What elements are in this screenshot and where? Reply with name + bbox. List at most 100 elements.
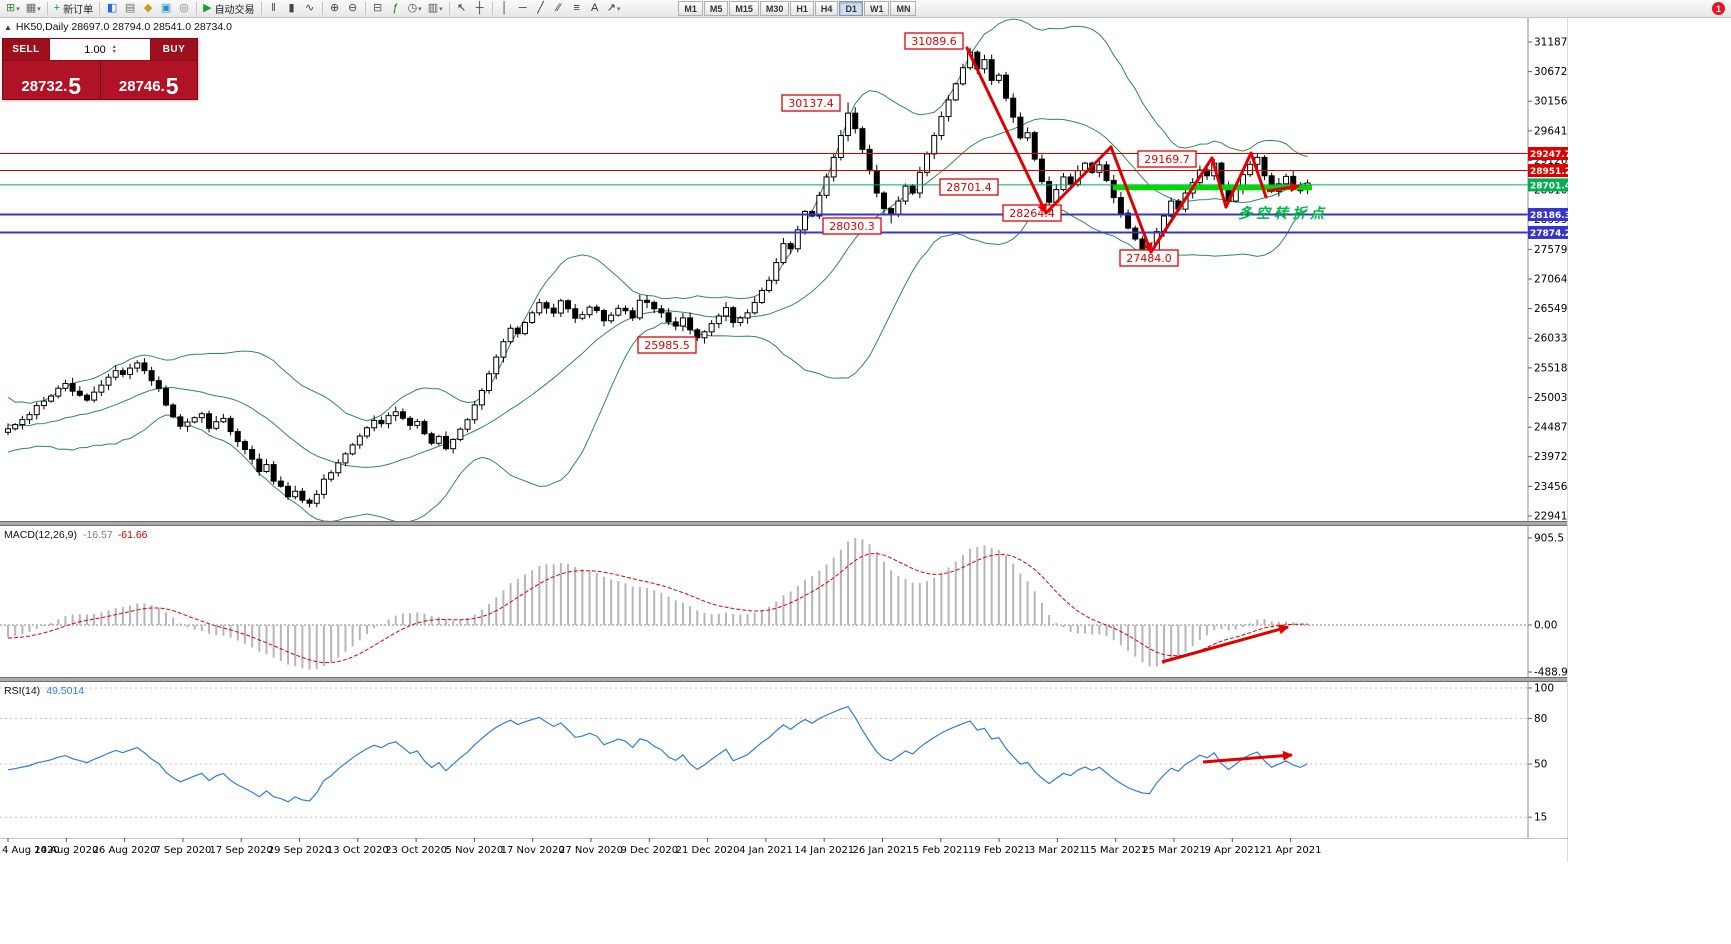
svg-text:3 Mar 2021: 3 Mar 2021: [1029, 845, 1086, 856]
fibonacci-button[interactable]: ≡: [568, 1, 586, 17]
zoom-out-icon: ⊖: [347, 2, 358, 14]
crosshair-button[interactable]: ┼: [471, 1, 489, 17]
notification-badge[interactable]: 1: [1712, 2, 1725, 15]
timeframe-w1-button[interactable]: W1: [863, 1, 890, 16]
indicators-button[interactable]: ƒ: [387, 1, 405, 17]
strategy-tester-button[interactable]: ◎: [175, 1, 193, 17]
svg-text:27064.5: 27064.5: [1534, 274, 1568, 286]
text-icon: A: [590, 2, 599, 14]
volume-spinner[interactable]: ▴ ▾: [112, 44, 116, 55]
fibonacci-icon: ≡: [573, 2, 580, 14]
new-order-icon: +: [53, 2, 61, 14]
svg-text:14 Aug 2020: 14 Aug 2020: [34, 845, 98, 856]
svg-text:4 Aug 2020: 4 Aug 2020: [2, 845, 60, 856]
channel-icon: ∕∕: [556, 2, 561, 14]
timeframe-m1-button[interactable]: M1: [678, 1, 703, 16]
svg-text:28030.3: 28030.3: [829, 220, 875, 233]
volume-input[interactable]: 1.00 ▴ ▾: [49, 39, 151, 60]
svg-text:21 Apr 2021: 21 Apr 2021: [1260, 845, 1322, 856]
toolbar-separator: [448, 2, 450, 15]
vertical-line-button[interactable]: │: [496, 1, 514, 17]
macd-title: MACD(12,26,9): [4, 529, 77, 541]
toolbar-separator: [364, 2, 366, 15]
rsi-canvas[interactable]: 100 80 50 15: [0, 682, 1568, 838]
market-watch-button[interactable]: ◧: [103, 1, 121, 17]
tile-windows-button[interactable]: ⊟: [369, 1, 387, 17]
svg-text:27 Nov 2020: 27 Nov 2020: [559, 845, 623, 856]
timeframe-h4-button[interactable]: H4: [814, 1, 839, 16]
buy-price: 28746.: [118, 78, 165, 95]
navigator-button[interactable]: ◆: [139, 1, 157, 17]
arrows-tool-button[interactable]: ↗ ▾: [604, 1, 624, 17]
new-chart-button[interactable]: ⊞ ▾: [3, 1, 23, 17]
market-watch-icon: ◧: [106, 2, 118, 14]
trade-widget-divider: [99, 61, 101, 99]
trendline-button[interactable]: ╱: [532, 1, 550, 17]
svg-text:25518.4: 25518.4: [1534, 362, 1568, 374]
horizontal-line-button[interactable]: ─: [514, 1, 532, 17]
channel-button[interactable]: ∕∕: [550, 1, 568, 17]
timeframe-d1-button[interactable]: D1: [839, 1, 863, 16]
buy-label: BUY: [151, 39, 197, 60]
svg-text:23 Oct 2020: 23 Oct 2020: [385, 845, 447, 856]
horizontal-line-icon: ─: [518, 2, 527, 14]
buy-price-pip: 5: [165, 73, 179, 99]
dropdown-caret-icon: ▾: [418, 5, 422, 13]
svg-text:905.5: 905.5: [1534, 533, 1564, 545]
collapse-icon[interactable]: ▲: [4, 23, 12, 32]
main-chart-canvas[interactable]: 31187.530672.130156.829641.429126.028610…: [0, 18, 1568, 521]
svg-text:28701.4: 28701.4: [946, 181, 992, 194]
data-window-button[interactable]: ▤: [121, 1, 139, 17]
timeframe-h1-button[interactable]: H1: [790, 1, 814, 16]
svg-text:9 Dec 2020: 9 Dec 2020: [621, 845, 679, 856]
chart-profiles-icon: ▦: [25, 2, 37, 14]
svg-text:21 Dec 2020: 21 Dec 2020: [676, 845, 740, 856]
templates-icon: ▥: [427, 2, 439, 14]
macd-splitter[interactable]: [0, 521, 1567, 526]
buy-button[interactable]: 28746. 5: [101, 61, 198, 99]
rsi-splitter[interactable]: [0, 677, 1567, 682]
sell-button[interactable]: 28732. 5: [3, 61, 100, 99]
indicators-icon: ƒ: [392, 2, 399, 14]
svg-text:14 Jan 2021: 14 Jan 2021: [794, 845, 854, 856]
vertical-line-icon: │: [501, 2, 509, 14]
chart-window: 31187.530672.130156.829641.429126.028610…: [0, 18, 1568, 862]
terminal-button[interactable]: ▣: [157, 1, 175, 17]
svg-text:25003.0: 25003.0: [1534, 392, 1568, 404]
timeframe-m15-button[interactable]: M15: [729, 1, 759, 16]
macd-canvas[interactable]: 905.5 0.00 -488.99: [0, 526, 1568, 677]
dropdown-caret-icon: ▾: [16, 5, 20, 13]
chart-line-button[interactable]: ∿: [301, 1, 319, 17]
svg-text:17 Nov 2020: 17 Nov 2020: [501, 845, 565, 856]
periods-button[interactable]: ◷ ▾: [405, 1, 425, 17]
timeframe-group: M1 M5 M15 M30 H1 H4 D1 W1 MN: [678, 1, 917, 16]
svg-text:29641.4: 29641.4: [1534, 125, 1568, 137]
zoom-in-button[interactable]: ⊕: [326, 1, 344, 17]
chart-profiles-button[interactable]: ▦ ▾: [23, 1, 44, 17]
zoom-out-button[interactable]: ⊖: [344, 1, 362, 17]
svg-text:26549.1: 26549.1: [1534, 303, 1568, 315]
timeframe-m5-button[interactable]: M5: [703, 1, 729, 16]
new-order-button[interactable]: + 新订单: [51, 1, 96, 17]
toolbar-separator: [46, 2, 48, 15]
chart-candles-button[interactable]: ▮: [283, 1, 301, 17]
templates-button[interactable]: ▥ ▾: [425, 1, 446, 17]
macd-signal-value: -61.66: [117, 529, 148, 541]
sell-price-pip: 5: [68, 73, 82, 99]
timeframe-m30-button[interactable]: M30: [759, 1, 790, 16]
svg-text:31187.5: 31187.5: [1534, 37, 1568, 49]
symbol-ohlc-text: HK50,Daily 28697.0 28794.0 28541.0 28734…: [15, 21, 232, 33]
spinner-down-icon: ▾: [112, 48, 116, 55]
timeframe-mn-button[interactable]: MN: [890, 1, 917, 16]
cursor-button[interactable]: ↖: [453, 1, 471, 17]
svg-text:26033.8: 26033.8: [1534, 333, 1568, 345]
chart-bars-button[interactable]: ‖: [265, 1, 283, 17]
cursor-icon: ↖: [457, 2, 467, 14]
data-window-icon: ▤: [124, 2, 136, 14]
autotrading-button[interactable]: ▶ 自动交易: [200, 1, 257, 17]
svg-text:25985.5: 25985.5: [644, 339, 690, 352]
dropdown-caret-icon: ▾: [37, 5, 41, 13]
text-button[interactable]: A: [586, 1, 604, 17]
macd-value: -16.57: [82, 529, 113, 541]
